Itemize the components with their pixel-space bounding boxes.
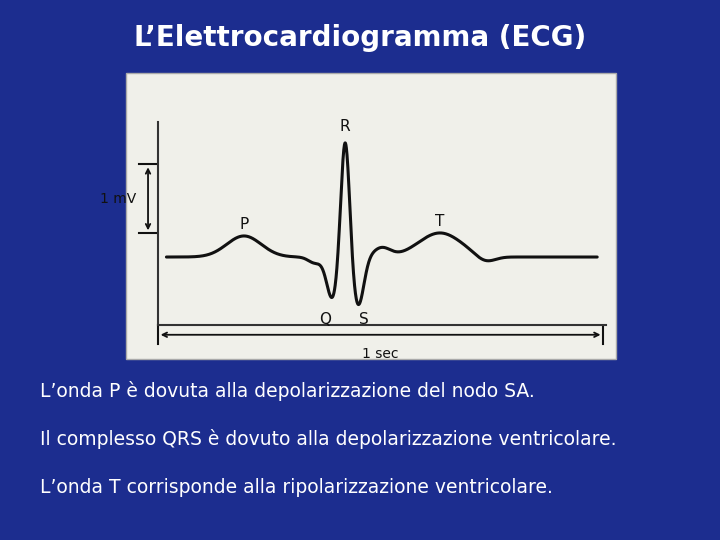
Text: S: S: [359, 312, 369, 327]
Text: 1 sec: 1 sec: [362, 347, 399, 361]
Text: L’onda T corrisponde alla ripolarizzazione ventricolare.: L’onda T corrisponde alla ripolarizzazio…: [40, 478, 552, 497]
Bar: [126, 73, 616, 359]
Text: Il complesso QRS è dovuto alla depolarizzazione ventricolare.: Il complesso QRS è dovuto alla depolariz…: [40, 429, 616, 449]
Text: P: P: [239, 217, 248, 232]
Text: Q: Q: [319, 312, 331, 327]
Text: T: T: [436, 214, 445, 229]
Text: L’Elettrocardiogramma (ECG): L’Elettrocardiogramma (ECG): [134, 24, 586, 52]
Text: R: R: [340, 119, 351, 134]
Text: L’onda P è dovuta alla depolarizzazione del nodo SA.: L’onda P è dovuta alla depolarizzazione …: [40, 381, 534, 401]
Text: 1 mV: 1 mV: [99, 192, 136, 206]
